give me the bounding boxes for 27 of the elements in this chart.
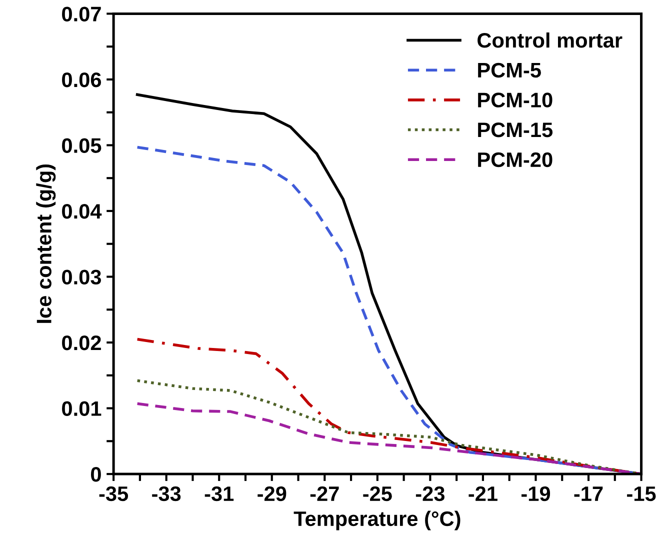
y-tick-label: 0.02 [62,336,101,350]
y-tick-label: 0 [90,467,101,482]
x-tick-label: -29 [258,486,286,502]
y-tick-label: 0.06 [62,72,102,88]
legend-label: PCM-20 [478,152,552,168]
y-tick-label: 0.01 [62,401,102,416]
y-tick-label: 0.05 [62,138,102,153]
x-tick-label: -19 [521,486,550,502]
legend-label: PCM-10 [478,92,552,108]
x-tick-label: -33 [152,486,181,502]
x-tick-label: -17 [574,486,603,501]
legend-label: PCM-5 [478,62,541,78]
x-tick-label: -31 [204,486,234,502]
y-tick-label: 0.04 [62,204,102,219]
x-tick-label: -21 [468,486,498,501]
legend-label: Control mortar [478,32,622,48]
x-axis-title: Temperature (°C) [294,510,460,530]
x-tick-label: -15 [627,486,656,502]
y-tick-label: 0.07 [62,6,101,22]
y-axis-title: Ice content (g/g) [36,164,56,323]
y-tick-label: 0.03 [62,270,102,285]
x-tick-label: -25 [363,486,392,502]
x-tick-label: -27 [310,486,339,501]
x-tick-label: -35 [99,486,128,502]
x-tick-label: -23 [416,486,444,502]
line-series [136,402,642,474]
legend-label: PCM-15 [478,122,553,138]
